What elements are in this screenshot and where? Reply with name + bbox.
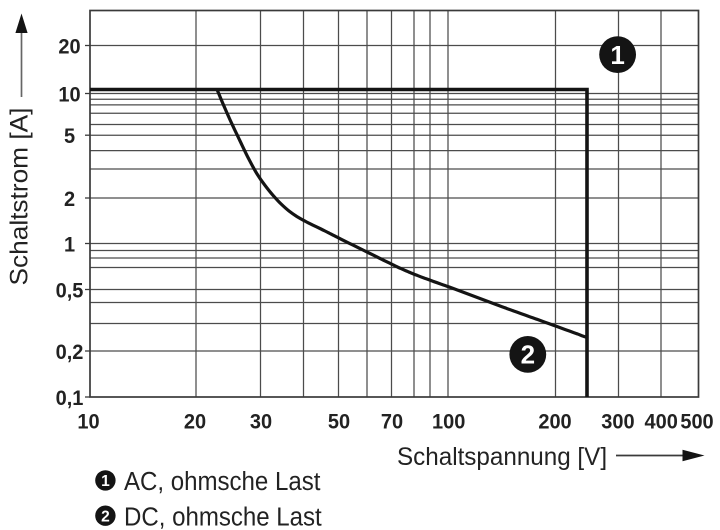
svg-text:20: 20 — [184, 410, 206, 434]
svg-text:2: 2 — [521, 340, 535, 370]
svg-text:0,1: 0,1 — [56, 386, 84, 410]
svg-text:0,2: 0,2 — [56, 340, 84, 364]
svg-text:200: 200 — [538, 410, 571, 434]
svg-text:Schaltstrom [A]: Schaltstrom [A] — [6, 108, 33, 286]
svg-text:2: 2 — [64, 187, 75, 211]
svg-text:Schaltspannung [V]: Schaltspannung [V] — [397, 444, 607, 471]
svg-text:70: 70 — [381, 410, 403, 434]
svg-text:0,5: 0,5 — [56, 279, 84, 303]
svg-text:1: 1 — [101, 473, 110, 490]
svg-text:500: 500 — [680, 410, 713, 434]
svg-text:10: 10 — [58, 83, 80, 107]
svg-text:400: 400 — [645, 410, 678, 434]
svg-text:30: 30 — [250, 410, 272, 434]
svg-text:DC, ohmsche Last: DC, ohmsche Last — [124, 503, 322, 530]
svg-text:1: 1 — [64, 233, 75, 257]
svg-text:50: 50 — [328, 410, 350, 434]
svg-text:AC, ohmsche Last: AC, ohmsche Last — [124, 467, 320, 496]
svg-text:20: 20 — [58, 35, 80, 59]
svg-text:2: 2 — [101, 508, 110, 525]
svg-text:5: 5 — [64, 124, 75, 148]
svg-text:10: 10 — [77, 410, 99, 434]
svg-text:1: 1 — [610, 40, 624, 70]
svg-text:100: 100 — [432, 410, 465, 434]
svg-text:300: 300 — [601, 410, 634, 434]
